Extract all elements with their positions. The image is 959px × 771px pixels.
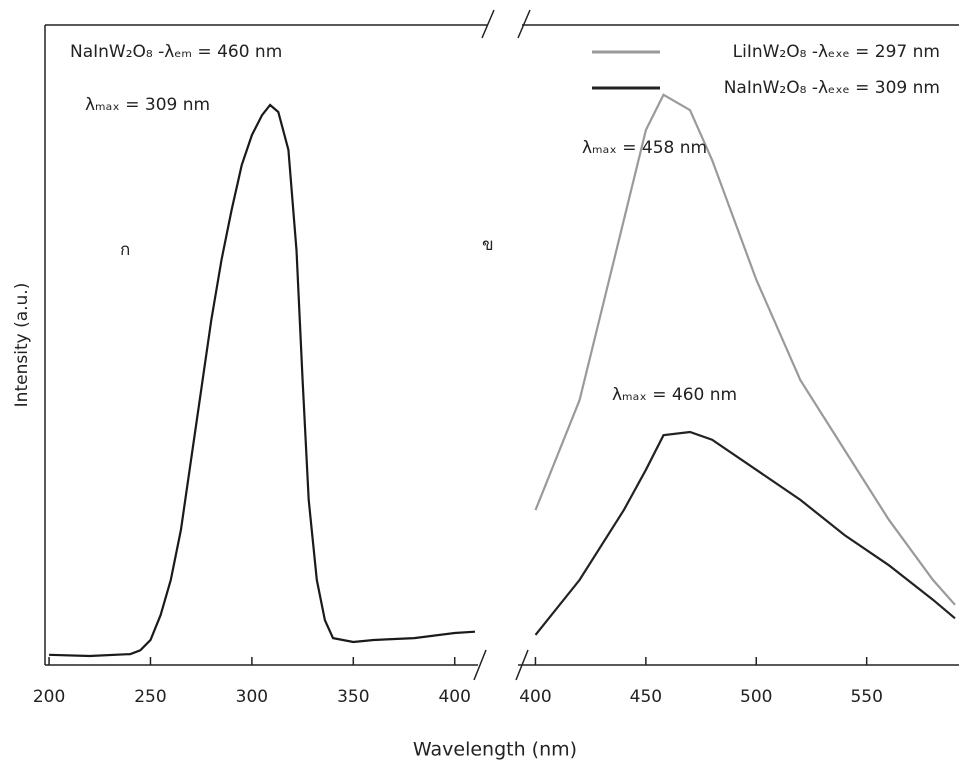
x-tick-label: 250 bbox=[134, 687, 166, 707]
x-axis-label: Wavelength (nm) bbox=[413, 739, 577, 761]
x-tick-label: 550 bbox=[850, 687, 882, 707]
x-tick-label: 350 bbox=[337, 687, 369, 707]
x-tick-label: 500 bbox=[740, 687, 772, 707]
axis-break bbox=[473, 649, 487, 681]
annotation: λₘₐₓ = 458 nm bbox=[582, 138, 707, 158]
series-line bbox=[534, 430, 956, 636]
annotation: ข bbox=[482, 235, 494, 255]
axis-break bbox=[481, 9, 495, 39]
annotation: λₘₐₓ = 309 nm bbox=[85, 95, 210, 115]
x-tick-label: 300 bbox=[236, 687, 268, 707]
x-tick-label: 200 bbox=[33, 687, 65, 707]
x-tick-label: 450 bbox=[630, 687, 662, 707]
series-label: LiInW₂O₈ -λₑₓₑ = 297 nm bbox=[733, 42, 940, 62]
axis-break bbox=[517, 9, 531, 39]
y-axis-label: Intensity (a.u.) bbox=[12, 283, 32, 408]
series-label: NaInW₂O₈ -λₑₓₑ = 309 nm bbox=[724, 78, 940, 98]
series-line bbox=[534, 93, 956, 606]
axis-break bbox=[515, 649, 529, 681]
x-tick-label: 400 bbox=[519, 687, 551, 707]
annotation: λₘₐₓ = 460 nm bbox=[612, 385, 737, 405]
x-tick-label: 400 bbox=[438, 687, 470, 707]
annotation: ก bbox=[120, 240, 130, 260]
series-line bbox=[49, 103, 476, 658]
series-label: NaInW₂O₈ -λₑₘ = 460 nm bbox=[70, 42, 282, 62]
